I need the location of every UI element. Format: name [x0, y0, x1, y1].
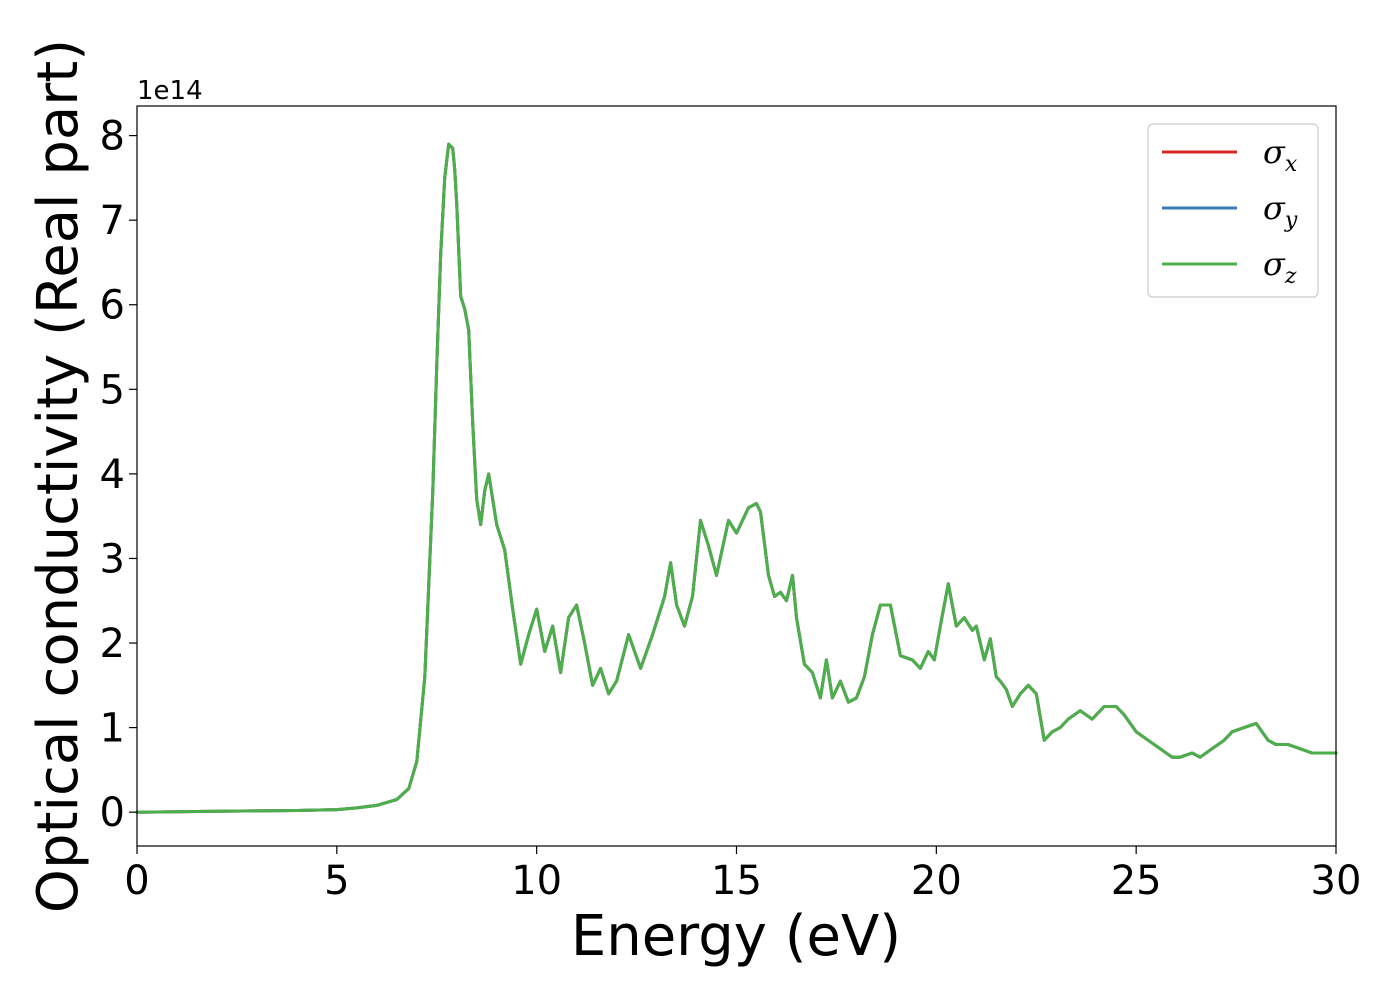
x-tick-label: 20 [911, 858, 962, 904]
x-axis-title: Energy (eV) [571, 904, 901, 969]
legend-label-y: σy [1263, 189, 1298, 233]
x-tick-label: 30 [1311, 858, 1362, 904]
y-tick-label: 4 [100, 452, 125, 498]
x-tick-label: 5 [324, 858, 349, 904]
y-tick-label: 7 [100, 198, 125, 244]
plot-area [137, 106, 1336, 846]
y-tick-label: 3 [100, 536, 125, 582]
legend: σx σy σz [1147, 123, 1319, 298]
y-tick-label: 1 [100, 706, 125, 752]
y-tick-label: 0 [100, 790, 125, 836]
x-tick-label: 0 [124, 858, 149, 904]
x-tick-label: 15 [711, 858, 762, 904]
series-layer [135, 142, 1338, 814]
y-axis-title: Optical conductivity (Real part) [26, 39, 91, 913]
y-offset-label: 1e14 [137, 76, 203, 106]
y-tick-label: 6 [100, 283, 125, 329]
y-axis-ticks: 0 1 2 3 4 5 6 7 8 [100, 114, 137, 836]
legend-label-x: σx [1263, 133, 1298, 177]
legend-box [1147, 123, 1319, 298]
legend-items: σx σy σz [1162, 133, 1298, 289]
x-tick-label: 10 [511, 858, 562, 904]
series-line-z [135, 142, 1338, 814]
y-tick-label: 5 [100, 367, 125, 413]
y-tick-label: 8 [100, 114, 125, 160]
y-tick-label: 2 [100, 621, 125, 667]
x-tick-label: 25 [1111, 858, 1162, 904]
legend-label-z: σz [1263, 245, 1297, 289]
x-axis-ticks: 0 5 10 15 20 25 30 [124, 846, 1361, 904]
